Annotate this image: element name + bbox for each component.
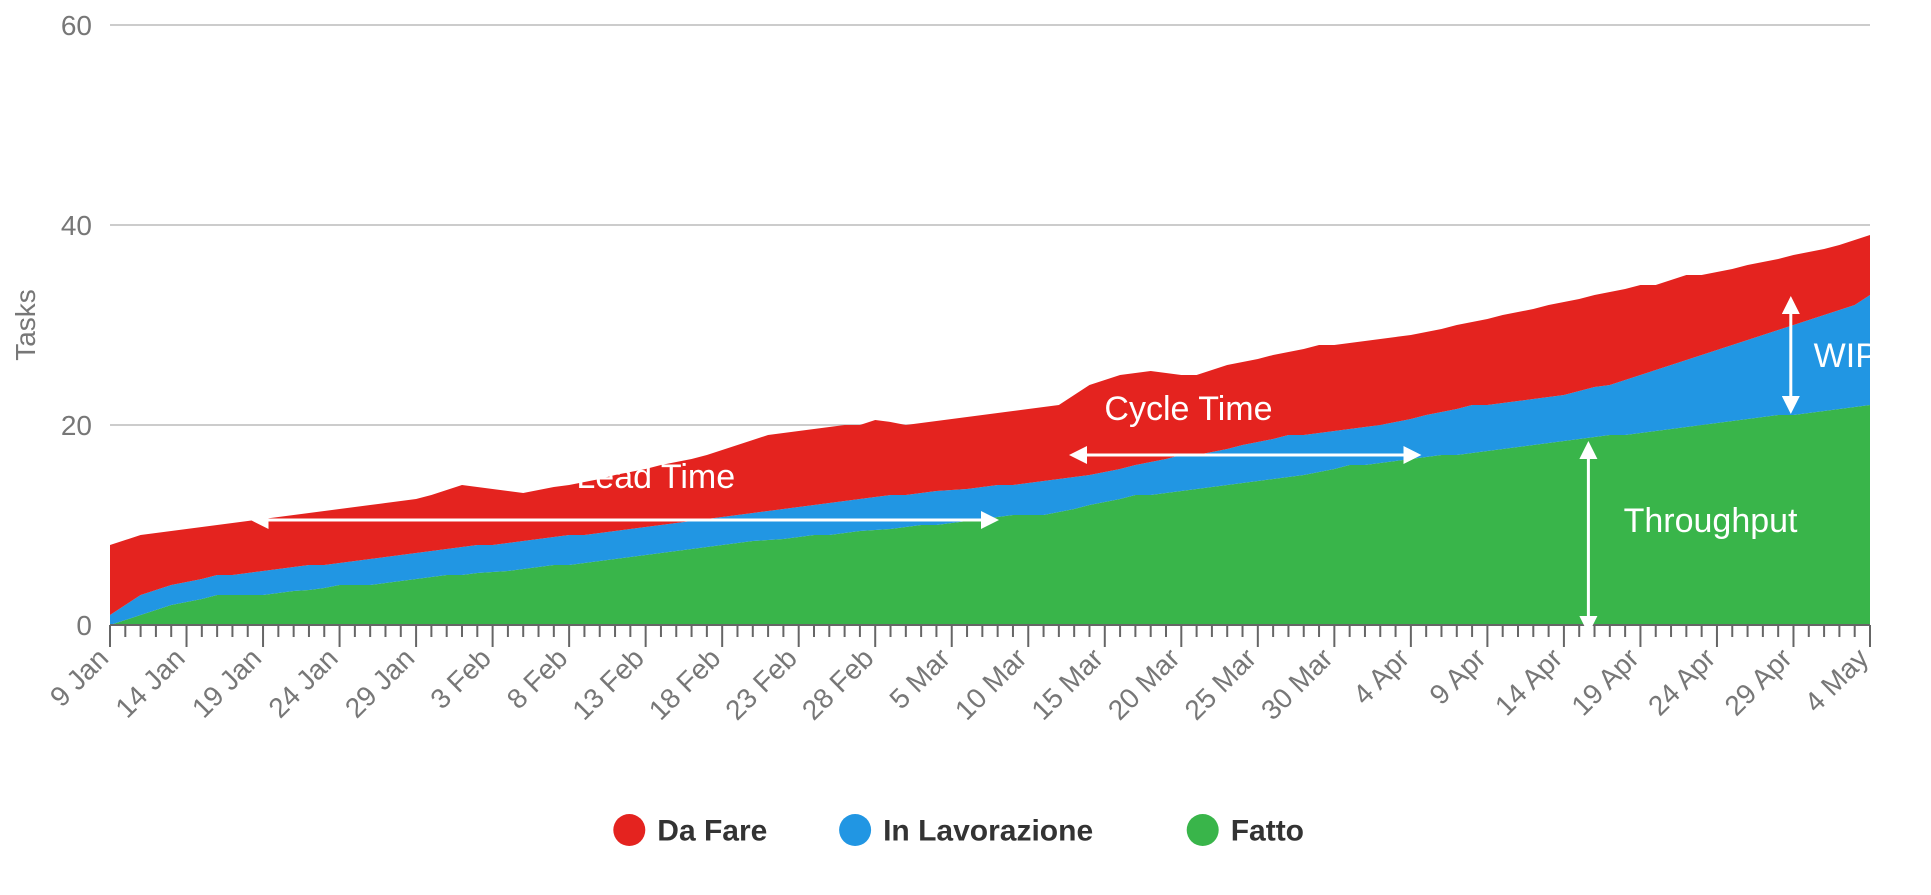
x-tick-label: 18 Feb: [643, 642, 727, 726]
x-tick-label: 23 Feb: [719, 642, 803, 726]
legend-label: Fatto: [1231, 815, 1304, 848]
x-tick-label: 25 Mar: [1179, 642, 1263, 726]
x-tick-label: 3 Feb: [424, 642, 497, 715]
x-tick-label: 20 Mar: [1102, 642, 1186, 726]
legend-label: In Lavorazione: [883, 815, 1093, 848]
x-tick-label: 28 Feb: [796, 642, 880, 726]
throughput-label: Throughput: [1624, 502, 1798, 540]
x-tick-label: 8 Feb: [501, 642, 574, 715]
cycle-time-label: Cycle Time: [1104, 390, 1272, 428]
x-tick-label: 9 Jan: [44, 642, 114, 712]
y-tick-label: 40: [61, 210, 92, 241]
legend-swatch: [1187, 814, 1219, 846]
x-tick-label: 24 Apr: [1642, 642, 1721, 721]
x-tick-label: 30 Mar: [1255, 642, 1339, 726]
x-tick-label: 19 Jan: [186, 642, 267, 723]
y-tick-label: 20: [61, 410, 92, 441]
lead-time-label: Lead Time: [576, 458, 735, 496]
y-tick-label: 60: [61, 10, 92, 41]
x-tick-label: 10 Mar: [949, 642, 1033, 726]
x-tick-label: 9 Apr: [1423, 642, 1491, 710]
x-tick-label: 13 Feb: [566, 642, 650, 726]
chart-svg: 0 20 40 60 9 Jan14 Jan19 Jan24 Jan29 Jan3 Fe…: [0, 0, 1931, 895]
legend-label: Da Fare: [657, 815, 767, 848]
y-axis-label: Tasks: [10, 289, 41, 361]
cfd-chart: 0 20 40 60 9 Jan14 Jan19 Jan24 Jan29 Jan3 Fe…: [0, 0, 1931, 895]
x-tick-label: 14 Apr: [1489, 642, 1568, 721]
x-tick-label: 4 Apr: [1347, 642, 1415, 710]
x-tick-label: 19 Apr: [1566, 642, 1645, 721]
x-tick-label: 24 Jan: [262, 642, 343, 723]
legend-swatch: [839, 814, 871, 846]
legend-swatch: [613, 814, 645, 846]
x-tick-label: 29 Jan: [339, 642, 420, 723]
wip-label: WIP: [1814, 337, 1878, 375]
x-tick-label: 14 Jan: [109, 642, 190, 723]
y-tick-label: 0: [76, 610, 92, 641]
x-tick-label: 5 Mar: [883, 642, 956, 715]
x-tick-label: 29 Apr: [1719, 642, 1798, 721]
x-tick-label: 15 Mar: [1025, 642, 1109, 726]
x-tick-label: 4 May: [1798, 642, 1874, 718]
